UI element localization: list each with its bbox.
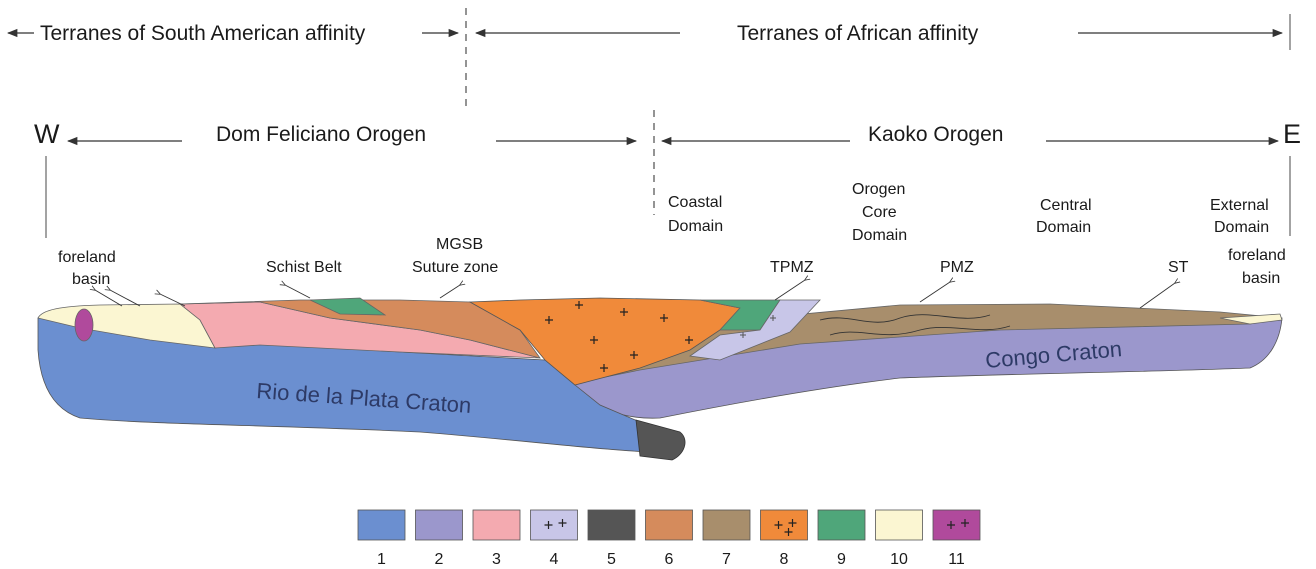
green-unit-east	[699, 299, 781, 331]
orogen-core-label-1: Orogen	[852, 181, 905, 198]
external-domain-label-1: External	[1210, 197, 1269, 214]
south-american-affinity-label: Terranes of South American affinity	[40, 22, 366, 45]
granite-unit-4	[688, 299, 821, 361]
legend-swatch-9	[817, 509, 866, 541]
legend-swatch-5	[587, 509, 636, 541]
tpmz-label: TPMZ	[770, 259, 814, 276]
legend-label-11: 11	[948, 551, 965, 568]
mgsb-label-1: MGSB	[436, 236, 483, 253]
legend-label-6: 6	[665, 551, 674, 568]
pmz-label: PMZ	[940, 259, 974, 276]
st-label: ST	[1168, 259, 1189, 276]
central-domain-label-1: Central	[1040, 197, 1092, 214]
west-label: W	[34, 119, 60, 149]
green-unit-west	[309, 297, 387, 316]
granite-unit-8	[468, 297, 741, 386]
coastal-domain-label-1: Coastal	[668, 194, 722, 211]
violet-plus-signs	[740, 315, 776, 338]
legend-swatch-11	[932, 509, 981, 541]
legend-swatch-10	[875, 509, 923, 541]
legend-label-3: 3	[492, 551, 501, 568]
legend-swatch-6	[645, 509, 693, 541]
foreland-basin-west-label-2: basin	[72, 271, 110, 288]
foreland-basin-east	[1219, 313, 1283, 325]
legend-swatch-2	[415, 509, 463, 541]
legend-swatch-1	[357, 509, 406, 541]
granite-plus-signs	[545, 301, 693, 372]
legend-label-8: 8	[780, 551, 789, 568]
orogen-core-label-3: Domain	[852, 227, 907, 244]
legend-label-2: 2	[435, 551, 444, 568]
legend-label-5: 5	[607, 551, 616, 568]
external-domain-label-2: Domain	[1214, 219, 1269, 236]
legend-swatch-4	[530, 509, 578, 541]
legend-label-10: 10	[890, 551, 908, 568]
intrusion-unit-11	[74, 308, 94, 342]
fold-lines	[819, 314, 1011, 336]
dom-feliciano-label: Dom Feliciano Orogen	[216, 123, 426, 146]
feature-pointer-arrows	[95, 280, 1175, 309]
legend-pattern-11	[947, 519, 969, 529]
coastal-domain-label-2: Domain	[668, 218, 723, 235]
legend: 1 2 3 4 5 6 7 8 9 10 11	[357, 509, 981, 568]
central-domain-label-2: Domain	[1036, 219, 1091, 236]
legend-label-1: 1	[377, 551, 386, 568]
foreland-basin-east-label-1: foreland	[1228, 247, 1286, 264]
orogen-core-label-2: Core	[862, 204, 897, 221]
kaoko-label: Kaoko Orogen	[868, 123, 1003, 146]
legend-swatch-8	[760, 509, 808, 541]
legend-swatch-3	[472, 509, 521, 541]
schist-belt-label: Schist Belt	[266, 259, 342, 276]
geology-section	[37, 280, 1283, 461]
legend-label-7: 7	[722, 551, 731, 568]
foreland-basin-west-label-1: foreland	[58, 249, 116, 266]
foreland-basin-east-label-2: basin	[1242, 270, 1280, 287]
legend-pattern-4	[544, 519, 567, 529]
east-label: E	[1283, 119, 1301, 149]
legend-label-4: 4	[550, 551, 559, 568]
legend-label-9: 9	[837, 551, 846, 568]
brown-unit-6	[179, 299, 541, 359]
rio-de-la-plata-craton-body	[37, 317, 651, 453]
mgsb-label-2: Suture zone	[412, 259, 498, 276]
dark-slab-tip	[635, 419, 686, 461]
african-affinity-label: Terranes of African affinity	[737, 22, 979, 45]
legend-swatch-7	[702, 509, 751, 541]
legend-pattern-8	[774, 519, 797, 536]
